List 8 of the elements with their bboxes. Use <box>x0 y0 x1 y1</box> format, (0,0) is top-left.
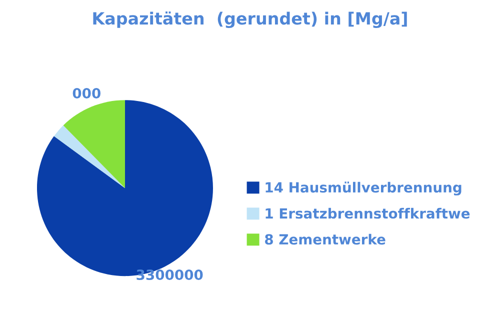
pie-slice <box>63 100 125 188</box>
legend-label: 8 Zementwerke <box>265 234 386 245</box>
data-label: 3300000 <box>136 270 203 280</box>
pie-slice <box>54 125 125 188</box>
legend-label: 1 Ersatzbrennstoffkraftwe <box>266 208 470 219</box>
chart-title: Kapazitäten (gerundet) in [Mg/a] <box>93 12 407 28</box>
text: 000 <box>72 88 100 98</box>
legend-label: 14 Hausmüllverbrennung <box>266 182 462 196</box>
